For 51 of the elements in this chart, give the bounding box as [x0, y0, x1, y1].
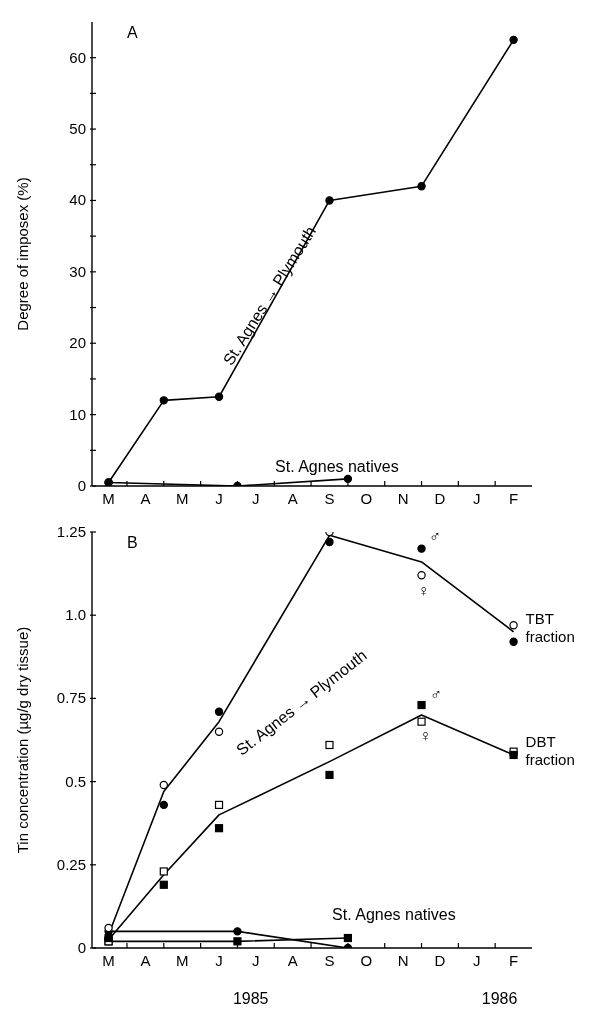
- y-tick-label: 50: [69, 120, 86, 138]
- y-tick-label: 30: [69, 262, 86, 280]
- annotation: ♀: [417, 581, 430, 599]
- chart-title: A: [127, 24, 138, 42]
- y-tick-label: 40: [69, 191, 86, 209]
- x-tick-label: S: [324, 952, 335, 969]
- x-tick-label: O: [360, 490, 373, 507]
- x-tick-label: M: [175, 952, 189, 969]
- x-tick-label: M: [102, 952, 115, 969]
- y-axis-title: Degree of imposex (%): [14, 177, 32, 331]
- x-tick-label: F: [509, 490, 519, 507]
- x-tick-label: A: [287, 490, 298, 507]
- annotation: ♂: [430, 685, 443, 703]
- x-tick-label: J: [215, 952, 223, 969]
- x-tick-label: A: [140, 952, 151, 969]
- text: 1986: [481, 989, 518, 1007]
- annotation: ♀: [419, 727, 432, 745]
- x-tick-label: A: [140, 490, 151, 507]
- chart-title: B: [127, 534, 138, 552]
- y-tick-label: 1.25: [56, 523, 86, 540]
- x-tick-label: D: [434, 952, 446, 969]
- y-axis-title: Tin concentration (µg/g dry tissue): [14, 626, 32, 854]
- annotation: St. Agnes natives: [332, 906, 456, 924]
- y-tick-label: 0.25: [56, 855, 86, 873]
- y-tick-label: 0: [77, 939, 86, 956]
- x-tick-label: F: [509, 952, 519, 969]
- x-tick-label: A: [287, 952, 298, 969]
- x-tick-label: M: [175, 490, 189, 507]
- y-tick-label: 10: [69, 405, 86, 423]
- y-tick-label: 60: [69, 48, 86, 66]
- x-tick-label: J: [473, 490, 481, 507]
- x-tick-label: J: [473, 952, 481, 969]
- annotation: ♂: [429, 527, 442, 545]
- x-tick-label: D: [434, 490, 446, 507]
- series-label: TBT fraction: [525, 609, 575, 645]
- y-tick-label: 0: [77, 477, 86, 494]
- x-tick-label: M: [102, 490, 115, 507]
- y-tick-label: 20: [69, 334, 86, 352]
- annotation: St. Agnes natives: [275, 458, 399, 476]
- y-tick-label: 0.5: [65, 772, 86, 790]
- x-tick-label: J: [215, 490, 223, 507]
- series-label: DBT fraction: [525, 732, 575, 768]
- text: 1985: [232, 989, 269, 1007]
- y-tick-label: 1.0: [65, 606, 86, 624]
- x-tick-label: J: [252, 490, 260, 507]
- x-tick-label: S: [324, 490, 335, 507]
- x-tick-label: O: [360, 952, 373, 969]
- x-tick-label: N: [397, 952, 409, 969]
- x-tick-label: J: [252, 952, 260, 969]
- y-tick-label: 0.75: [56, 689, 86, 707]
- x-tick-label: N: [397, 490, 409, 507]
